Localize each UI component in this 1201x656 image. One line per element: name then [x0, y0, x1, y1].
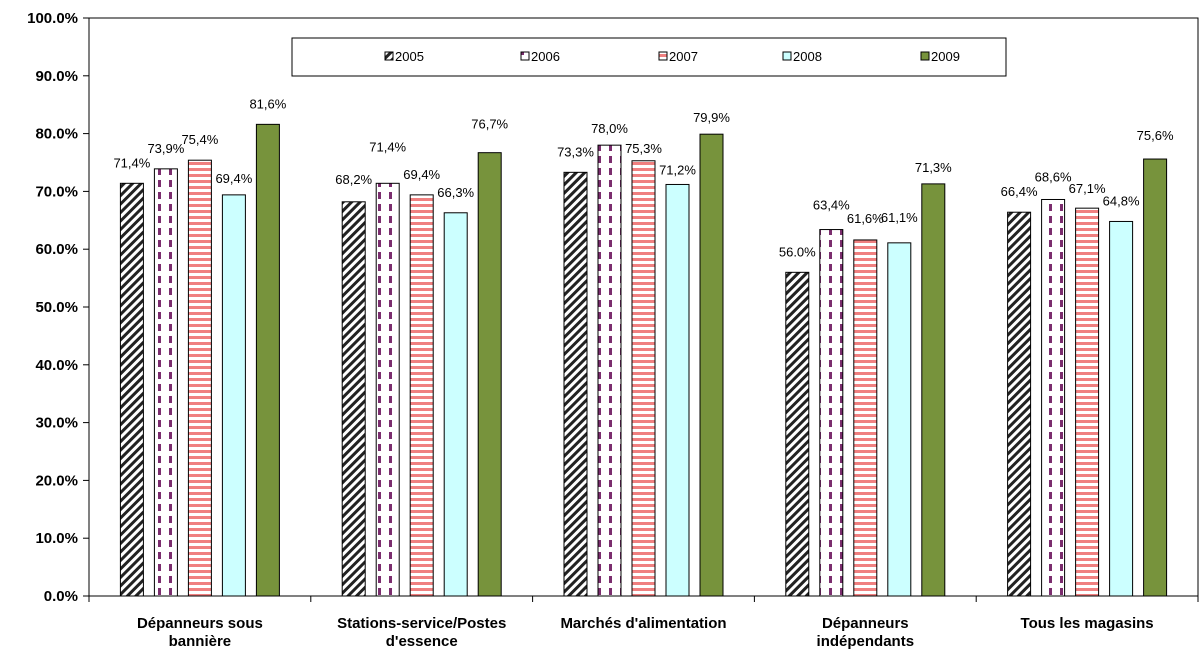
bar-2005 — [119, 182, 144, 597]
bar-2009 — [699, 133, 724, 597]
data-label: 68,6% — [1035, 169, 1072, 184]
data-label: 75,6% — [1137, 128, 1174, 143]
x-tick-label: Marchés d'alimentation — [560, 615, 726, 632]
data-label: 69,4% — [403, 167, 440, 182]
y-tick-label: 80.0% — [35, 126, 78, 143]
data-label: 56.0% — [779, 244, 816, 259]
data-label: 66,4% — [1001, 184, 1038, 199]
data-label: 61,6% — [847, 211, 884, 226]
bar-2006 — [153, 168, 178, 597]
legend-label: 2009 — [931, 49, 960, 64]
legend-swatch — [920, 51, 930, 61]
y-tick-label: 20.0% — [35, 472, 78, 489]
bar-2006 — [819, 229, 844, 597]
bar-2006 — [375, 182, 400, 597]
legend-box — [291, 37, 1007, 77]
data-label: 68,2% — [335, 172, 372, 187]
y-tick-label: 100.0% — [27, 10, 78, 27]
data-label: 71,4% — [113, 155, 150, 170]
data-label: 79,9% — [693, 110, 730, 125]
x-tick-label: Tous les magasins — [1021, 615, 1154, 632]
bar-2007 — [1075, 207, 1100, 597]
bars-group — [119, 123, 1168, 597]
data-label: 81,6% — [249, 96, 286, 111]
data-label: 64,8% — [1103, 193, 1140, 208]
data-label: 66,3% — [437, 185, 474, 200]
data-label: 61,1% — [881, 210, 918, 225]
data-label: 67,1% — [1069, 181, 1106, 196]
bar-2008 — [887, 242, 912, 597]
legend-swatch — [384, 51, 394, 61]
data-label: 71,3% — [915, 160, 952, 175]
y-tick-label: 50.0% — [35, 299, 78, 316]
data-label: 69,4% — [215, 171, 252, 186]
y-tick-label: 90.0% — [35, 68, 78, 85]
y-tick-label: 30.0% — [35, 415, 78, 432]
data-label: 78,0% — [591, 121, 628, 136]
bar-2005 — [1007, 211, 1032, 597]
data-label: 73,3% — [557, 144, 594, 159]
y-tick-label: 10.0% — [35, 530, 78, 547]
axes: 0.0% 10.0% 20.0% 30.0% 40.0% 50.0% 60.0% 70.0% 8… — [27, 10, 1199, 650]
bar-2007 — [409, 194, 434, 597]
legend-label: 2006 — [531, 49, 560, 64]
data-label: 71,4% — [369, 139, 406, 154]
legend-label: 2007 — [669, 49, 698, 64]
bar-2007 — [187, 159, 212, 597]
x-tick-label: Dépanneurs sous bannière — [137, 615, 263, 650]
legend: 2005 2006 2007 2008 2009 — [291, 37, 1007, 77]
y-tick-label: 0.0% — [44, 588, 78, 605]
y-tick-label: 40.0% — [35, 357, 78, 374]
bar-2007 — [631, 160, 656, 597]
legend-swatch — [520, 51, 530, 61]
data-label: 75,3% — [625, 141, 662, 156]
y-tick-label: 70.0% — [35, 183, 78, 200]
legend-label: 2008 — [793, 49, 822, 64]
legend-swatch — [782, 51, 792, 61]
data-label: 73,9% — [147, 141, 184, 156]
bar-2006 — [1041, 198, 1066, 597]
bar-2005 — [785, 271, 810, 597]
data-label: 75,4% — [181, 132, 218, 147]
bar-2008 — [221, 194, 246, 597]
bar-2005 — [563, 171, 588, 597]
data-labels-group: 71,4%68,2%73,3%56.0%66,4%73,9% 71,4%78,0%… — [113, 96, 1174, 259]
bar-2006 — [597, 144, 622, 597]
data-label: 63,4% — [813, 198, 850, 213]
bar-2008 — [665, 183, 690, 597]
bar-2009 — [1143, 158, 1168, 597]
bar-2009 — [921, 183, 946, 597]
bar-2008 — [443, 212, 468, 597]
bar-2008 — [1109, 220, 1134, 597]
data-label: 76,7% — [471, 117, 508, 132]
legend-swatch — [658, 51, 668, 61]
data-label: 71,2% — [659, 162, 696, 177]
bar-2005 — [341, 201, 366, 597]
y-tick-label: 60.0% — [35, 241, 78, 258]
x-tick-label: Stations-service/Postes d'essence — [337, 615, 506, 650]
legend-label: 2005 — [395, 49, 424, 64]
bar-2009 — [255, 123, 280, 597]
x-tick-label: Dépanneurs indépendants — [817, 615, 915, 650]
bar-2009 — [477, 152, 502, 597]
bar-2007 — [853, 239, 878, 597]
